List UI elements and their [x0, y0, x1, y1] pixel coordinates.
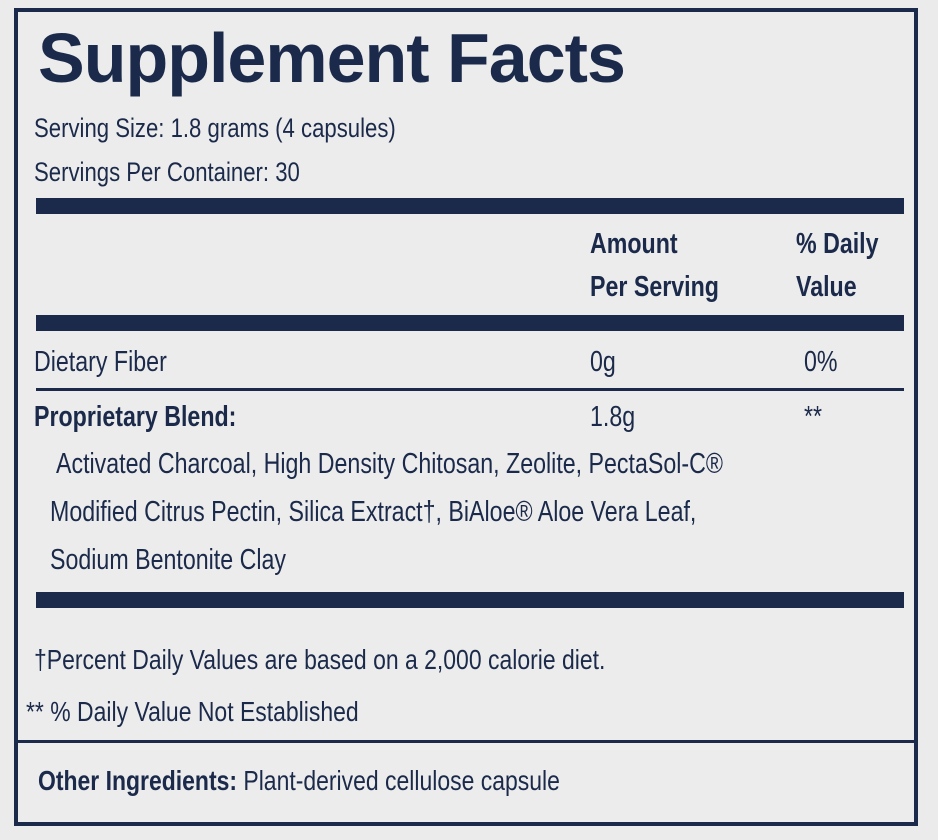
dv-header-line2: Value — [796, 271, 857, 303]
footnote-percent-daily: †Percent Daily Values are based on a 2,0… — [34, 644, 606, 675]
blend-ingredients-line: Sodium Bentonite Clay — [50, 544, 286, 576]
blend-ingredients-line: Modified Citrus Pectin, Silica Extract†,… — [50, 496, 697, 528]
row-dietary-fiber-amount: 0g — [590, 346, 616, 378]
row-proprietary-blend-dv: ** — [804, 401, 823, 433]
footnote-not-established: ** % Daily Value Not Established — [26, 696, 359, 727]
other-ingredients-text: Plant-derived cellulose capsule — [237, 765, 560, 796]
row-proprietary-blend-amount: 1.8g — [590, 401, 636, 433]
servings-per-container: Servings Per Container: 30 — [34, 157, 300, 187]
thick-divider — [36, 198, 904, 214]
thick-divider — [36, 315, 904, 331]
other-ingredients-label: Other Ingredients: — [38, 765, 238, 796]
row-dietary-fiber-dv: 0% — [804, 346, 838, 378]
label-title: Supplement Facts — [38, 19, 626, 97]
thick-divider — [36, 592, 904, 608]
other-ingredients: Other Ingredients: Plant-derived cellulo… — [38, 765, 560, 797]
supplement-facts-panel: Supplement Facts Serving Size: 1.8 grams… — [14, 8, 918, 826]
thin-divider — [36, 388, 904, 391]
amount-header-line1: Amount — [590, 228, 678, 260]
other-ingredients-section: Other Ingredients: Plant-derived cellulo… — [18, 740, 914, 829]
serving-size: Serving Size: 1.8 grams (4 capsules) — [34, 113, 396, 143]
blend-ingredients-line: Activated Charcoal, High Density Chitosa… — [56, 448, 723, 480]
amount-header-line2: Per Serving — [590, 271, 719, 303]
row-proprietary-blend-name: Proprietary Blend: — [34, 401, 237, 433]
row-dietary-fiber-name: Dietary Fiber — [34, 346, 167, 378]
dv-header-line1: % Daily — [796, 228, 879, 260]
